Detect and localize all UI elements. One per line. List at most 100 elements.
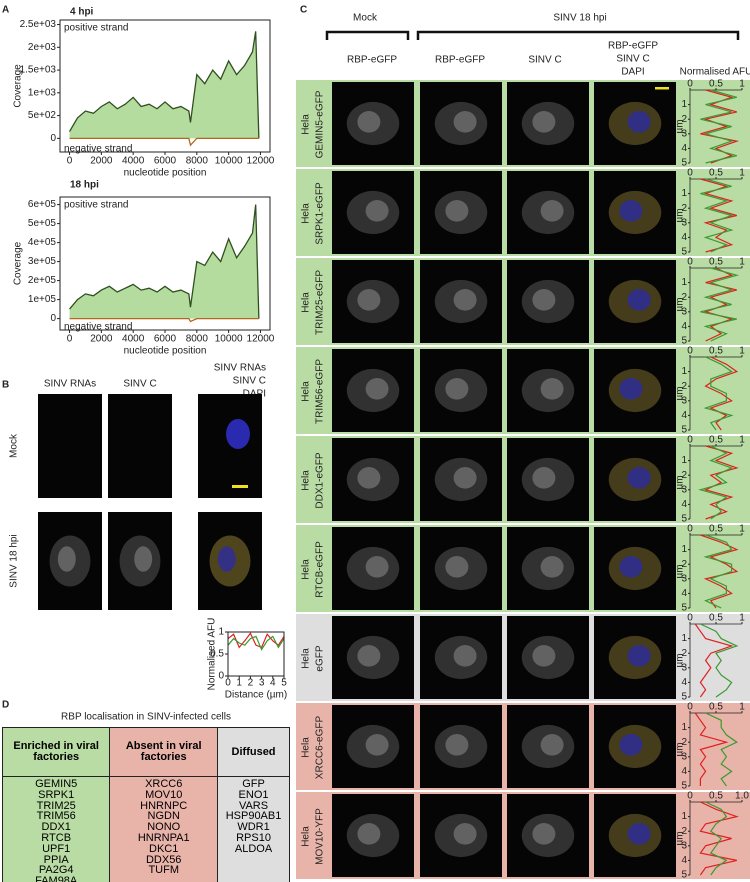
x-tick-label: 0.5 bbox=[709, 168, 723, 179]
y-tick-label: 2 bbox=[681, 559, 687, 570]
x-tick-label: 1.0 bbox=[735, 791, 749, 802]
x-tick-label: 2000 bbox=[90, 156, 113, 167]
y-tick-label: 5 bbox=[681, 603, 687, 614]
y-tick-label: 2 bbox=[681, 648, 687, 659]
row-protein: RTCB-eGFP bbox=[315, 541, 326, 598]
y-tick-label: 5e+02 bbox=[28, 110, 57, 121]
plot-frame bbox=[227, 631, 285, 677]
table-cell: MOV10 bbox=[145, 788, 183, 801]
y-unit: µm bbox=[675, 119, 686, 133]
y-tick-label: 3 bbox=[681, 395, 687, 406]
table-cell: RTCB bbox=[41, 831, 72, 844]
table-cell: GEMIN5 bbox=[35, 778, 78, 790]
x-tick-label: 0.5 bbox=[709, 791, 723, 802]
nucleus-shape bbox=[627, 645, 651, 667]
y-tick-label: 2 bbox=[681, 203, 687, 214]
x-tick-label: 8000 bbox=[186, 334, 209, 345]
y-tick-label: 4 bbox=[681, 321, 687, 332]
y-tick-label: 0 bbox=[218, 671, 224, 682]
y-tick-label: 4 bbox=[681, 855, 687, 866]
merge-label: SINV C bbox=[616, 54, 649, 65]
profile-line bbox=[694, 623, 734, 698]
y-tick-label: 4 bbox=[681, 766, 687, 777]
profile-line bbox=[700, 178, 734, 253]
y-tick-label: 1.5e+03 bbox=[20, 65, 57, 76]
profile-line bbox=[698, 445, 734, 520]
x-tick-label: 10000 bbox=[215, 156, 243, 167]
bracket bbox=[416, 30, 740, 40]
chart-title: 18 hpi bbox=[70, 180, 99, 191]
line bbox=[227, 635, 285, 651]
nucleus-shape bbox=[357, 823, 381, 845]
panel-letter: A bbox=[2, 5, 9, 16]
nucleus-shape bbox=[453, 289, 477, 311]
nucleus-shape bbox=[532, 823, 556, 845]
x-tick-label: 0 bbox=[687, 791, 693, 802]
row-label: SINV 18 hpi bbox=[9, 534, 20, 587]
row-cell-line: Hela bbox=[301, 648, 312, 669]
x-tick-label: 4000 bbox=[122, 156, 145, 167]
row-protein: MOV10-YFP bbox=[315, 808, 326, 865]
y-tick-label: 4 bbox=[681, 410, 687, 421]
nucleus-shape bbox=[445, 556, 469, 578]
series-label: positive strand bbox=[64, 200, 128, 211]
nucleus-shape bbox=[217, 546, 236, 572]
x-tick-label: 0 bbox=[687, 613, 693, 624]
scale-bar bbox=[232, 485, 248, 488]
y-tick-label: 1 bbox=[681, 277, 687, 288]
profile-line bbox=[703, 356, 734, 431]
nucleus-shape bbox=[619, 200, 643, 222]
x-tick-label: 0.5 bbox=[709, 257, 723, 268]
scale-bar bbox=[655, 87, 669, 90]
table-cell: TRIM56 bbox=[36, 810, 76, 823]
y-tick-label: 5 bbox=[681, 425, 687, 436]
column-header: SINV C bbox=[528, 55, 561, 66]
table-cell: PA2G4 bbox=[38, 864, 74, 877]
x-tick-label: 0 bbox=[687, 257, 693, 268]
x-tick-label: 0 bbox=[687, 79, 693, 90]
y-tick-label: 5 bbox=[681, 336, 687, 347]
y-tick-label: 2 bbox=[681, 114, 687, 125]
x-tick-label: 5 bbox=[281, 678, 287, 689]
table-cell: ALDOA bbox=[234, 842, 273, 855]
profile-line bbox=[703, 445, 739, 520]
line bbox=[68, 31, 260, 139]
x-tick-label: 1 bbox=[739, 168, 745, 179]
y-tick-label: 0 bbox=[50, 313, 56, 324]
y-tick-label: 4 bbox=[681, 232, 687, 243]
y-axis-label: Normalised AFU bbox=[207, 618, 218, 691]
y-tick-label: 3e+05 bbox=[28, 256, 57, 267]
row-cell-line: Hela bbox=[301, 381, 312, 402]
x-tick-label: 10000 bbox=[215, 334, 243, 345]
line bbox=[69, 137, 259, 147]
profile-line bbox=[700, 267, 740, 342]
x-tick-label: 0 bbox=[687, 702, 693, 713]
table-cell: VARS bbox=[238, 799, 269, 812]
column-header: RBP-eGFP bbox=[435, 55, 485, 66]
nucleus-shape bbox=[226, 419, 250, 449]
series-label: negative strand bbox=[64, 322, 132, 333]
y-tick-label: 3 bbox=[681, 484, 687, 495]
y-tick-label: 1 bbox=[681, 99, 687, 110]
x-tick-label: 8000 bbox=[186, 156, 209, 167]
x-tick-label: 0.5 bbox=[709, 346, 723, 357]
table-cell: HSP90AB1 bbox=[225, 810, 282, 823]
chart-title: 4 hpi bbox=[70, 7, 94, 18]
x-tick-label: 1 bbox=[739, 613, 745, 624]
y-unit: µm bbox=[675, 831, 686, 845]
profile-line bbox=[700, 534, 739, 609]
x-tick-label: 0.5 bbox=[709, 524, 723, 535]
x-tick-label: 12000 bbox=[247, 334, 275, 345]
y-tick-label: 2 bbox=[681, 826, 687, 837]
profile-line bbox=[705, 801, 728, 876]
nucleus-shape bbox=[627, 111, 651, 133]
y-tick-label: 2 bbox=[681, 470, 687, 481]
profile-line bbox=[703, 534, 733, 609]
nucleus-shape bbox=[619, 734, 643, 756]
area bbox=[69, 204, 259, 319]
x-axis-label: nucleotide position bbox=[124, 346, 207, 357]
nucleus-shape bbox=[365, 200, 389, 222]
x-tick-label: 3 bbox=[259, 678, 265, 689]
nucleus-shape bbox=[365, 734, 389, 756]
